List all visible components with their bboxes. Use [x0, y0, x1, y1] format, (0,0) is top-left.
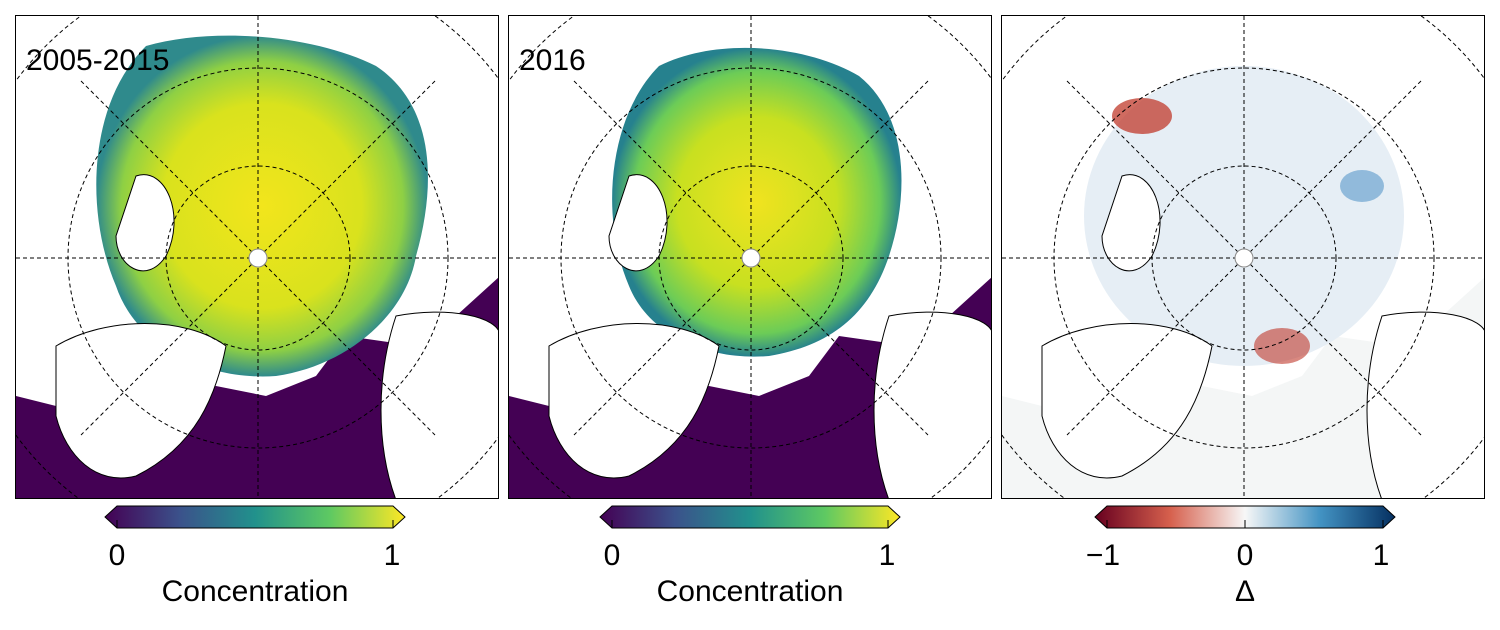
pole-hole — [248, 248, 268, 268]
sea-ice-map-2 — [509, 16, 991, 498]
land-europe — [873, 311, 991, 498]
loss-hotspot — [1112, 98, 1172, 134]
graticule — [16, 16, 498, 498]
colorbar-gradient — [599, 505, 901, 529]
colorbar-gradient — [104, 505, 406, 529]
colorbar-tick-max: 1 — [1372, 539, 1390, 572]
colorbar-delta — [1094, 505, 1396, 529]
colorbar-gradient — [1094, 505, 1396, 529]
colorbar-tick-max: 1 — [383, 539, 401, 572]
colorbar-title: Δ — [1234, 575, 1256, 608]
colorbar-concentration-1 — [104, 505, 406, 529]
colorbar-concentration-2 — [599, 505, 901, 529]
colorbar-tick-min: 0 — [603, 539, 621, 572]
map-panel-2016: 2016 — [508, 15, 992, 499]
sea-ice-cover — [612, 47, 902, 357]
pole-hole — [1234, 248, 1254, 268]
colorbar-tick-min: −1 — [1085, 539, 1121, 572]
map-panel-difference — [1001, 15, 1485, 499]
gain-hotspot — [1340, 170, 1384, 202]
colorbar-title: Concentration — [161, 575, 349, 608]
colorbar-tick-max: 1 — [878, 539, 896, 572]
pole-hole — [741, 248, 761, 268]
panel-label: 2016 — [519, 44, 586, 77]
land-europe — [1366, 311, 1484, 498]
graticule — [509, 16, 991, 498]
sea-ice-map-1 — [16, 16, 498, 498]
difference-map — [1002, 16, 1484, 498]
graticule — [1002, 16, 1484, 498]
colorbar-tick-mid: 0 — [1236, 539, 1254, 572]
land-europe — [380, 311, 498, 498]
ice-region-difference — [1084, 66, 1404, 366]
sea-ice-cover — [96, 35, 428, 377]
map-panel-2005-2015: 2005-2015 — [15, 15, 499, 499]
loss-hotspot — [1254, 328, 1310, 364]
panel-label: 2005-2015 — [26, 44, 170, 77]
colorbar-tick-min: 0 — [108, 539, 126, 572]
colorbar-title: Concentration — [656, 575, 844, 608]
